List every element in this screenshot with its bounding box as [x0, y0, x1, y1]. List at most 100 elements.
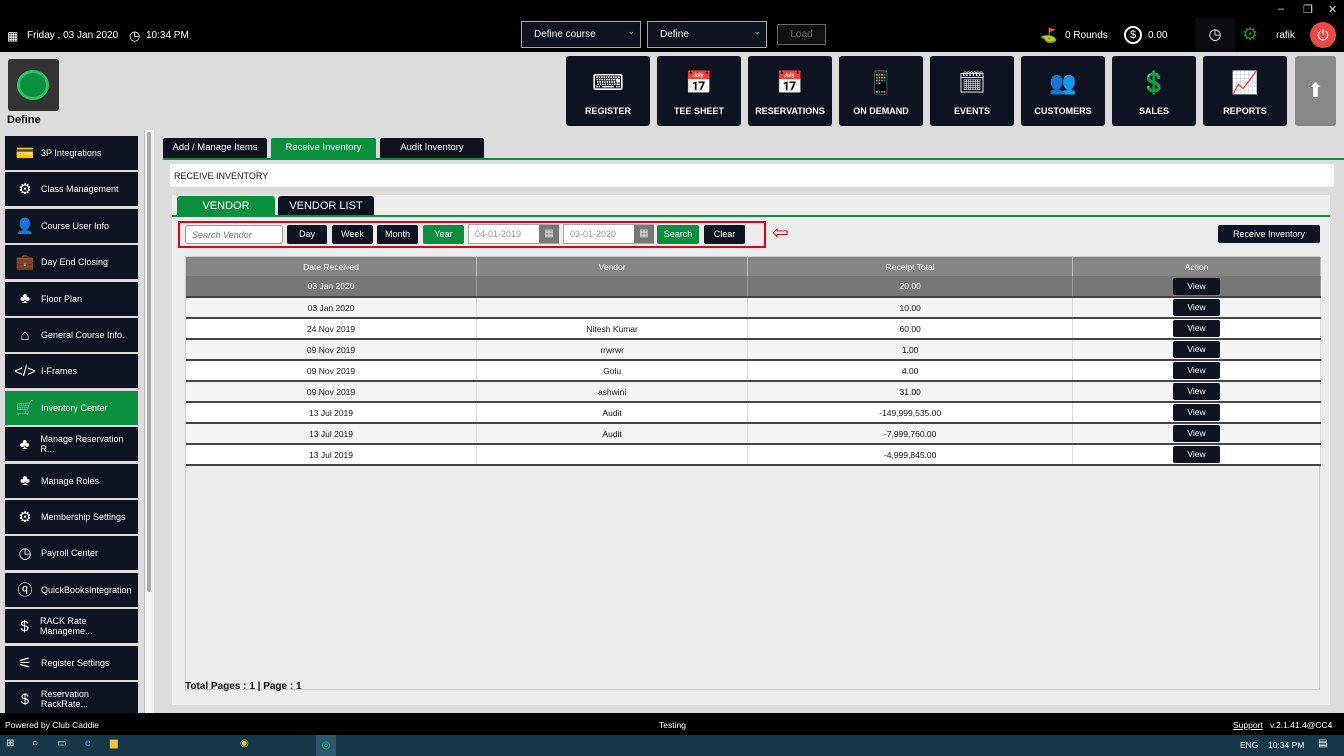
tab-vendor-list[interactable]: VENDOR LIST: [278, 196, 374, 216]
sidebar-item[interactable]: ♣ Floor Plan: [5, 281, 138, 316]
table-cell: 31.00: [747, 381, 1074, 403]
sidebar-item[interactable]: $ RACK Rate Manageme...: [5, 609, 138, 644]
calendar-edit-icon: 🗓: [958, 70, 986, 95]
month-button[interactable]: Month: [377, 225, 418, 244]
sidebar-item[interactable]: ♣ Manage Reservation R...: [5, 427, 138, 462]
nav-sales[interactable]: 💲 SALES: [1112, 56, 1196, 126]
environment: Testing: [659, 720, 686, 730]
nav-on-demand[interactable]: 📱 ON DEMAND: [839, 56, 923, 126]
section-title: RECEIVE INVENTORY: [170, 164, 1334, 187]
tab-2[interactable]: Audit Inventory: [380, 138, 484, 158]
tab-0[interactable]: Add / Manage Items: [163, 138, 267, 158]
calendar-list-icon: 📅: [685, 70, 713, 95]
view-button[interactable]: View: [1173, 362, 1221, 379]
week-button[interactable]: Week: [332, 225, 373, 244]
sidebar-item[interactable]: ⚟ Register Settings: [5, 645, 138, 680]
sidebar-item-icon: ♣: [20, 290, 30, 308]
calendar-icon[interactable]: ▦: [634, 225, 654, 243]
chrome-icon[interactable]: ◉: [240, 738, 249, 749]
calendar-icon[interactable]: ▦: [539, 225, 559, 243]
restore-button[interactable]: ❐: [1303, 4, 1313, 16]
nav-register[interactable]: ⌨ REGISTER: [566, 56, 650, 126]
table-cell: Golu: [476, 360, 749, 382]
money-icon: 💲: [1140, 70, 1168, 95]
view-button[interactable]: View: [1173, 446, 1221, 463]
tab-1[interactable]: Receive Inventory: [271, 138, 376, 158]
view-button[interactable]: View: [1173, 320, 1221, 337]
table-cell: -149,999,535.00: [747, 402, 1074, 424]
minimize-button[interactable]: –: [1278, 3, 1285, 15]
view-button[interactable]: View: [1173, 277, 1221, 295]
club-caddie-app-icon[interactable]: ◎: [316, 735, 336, 756]
nav-events[interactable]: 🗓 EVENTS: [930, 56, 1014, 126]
view-button[interactable]: View: [1173, 341, 1221, 358]
sidebar-item[interactable]: 💳 3P Integrations: [5, 136, 138, 170]
history-icon[interactable]: ◷: [1195, 18, 1235, 52]
sidebar-item-icon: ⚙: [18, 181, 32, 199]
receive-inventory-button[interactable]: Receive Inventory: [1218, 225, 1320, 243]
column-header: Date Received: [186, 257, 478, 276]
table-cell: Nitesh Kumar: [476, 318, 749, 340]
nav-reservations[interactable]: 📅 RESERVATIONS: [748, 56, 832, 126]
sidebar-item[interactable]: 💼 Day End Closing: [5, 245, 138, 280]
clock-icon: ◷: [129, 28, 141, 43]
scroll-up-button[interactable]: ⬆: [1295, 56, 1336, 126]
sidebar-item[interactable]: 🛒 Inventory Center: [5, 390, 138, 425]
view-button[interactable]: View: [1173, 383, 1221, 400]
sidebar-item[interactable]: ⓠ QuickBooksIntegration: [5, 572, 138, 607]
sidebar-item[interactable]: 👤 Course User Info: [5, 208, 138, 243]
from-date-input[interactable]: 04-01-2019: [468, 224, 559, 244]
view-button[interactable]: View: [1173, 299, 1221, 316]
year-button[interactable]: Year: [423, 225, 464, 244]
sidebar-item[interactable]: ♣ Manage Roles: [5, 463, 138, 498]
folder-icon[interactable]: ▆: [110, 738, 118, 749]
sidebar-item-icon: ⚟: [18, 654, 32, 672]
sidebar-item-icon: ⚙: [18, 509, 32, 526]
sidebar-item[interactable]: ◷ Payroll Center: [5, 536, 138, 571]
power-icon[interactable]: ⏻: [1310, 22, 1336, 48]
view-button[interactable]: View: [1173, 425, 1221, 442]
windows-start-icon[interactable]: ⊞: [6, 738, 15, 749]
column-header: Action: [1072, 257, 1321, 276]
table-cell: 1.00: [747, 339, 1074, 361]
view-button[interactable]: View: [1173, 404, 1221, 421]
settings-gear-icon[interactable]: ⚙: [1242, 24, 1259, 44]
search-icon[interactable]: ○: [32, 738, 39, 749]
nav-tee-sheet[interactable]: 📅 TEE SHEET: [657, 56, 741, 126]
day-button[interactable]: Day: [287, 225, 327, 244]
support-link[interactable]: Support: [1233, 720, 1263, 730]
logo-label: Define: [7, 114, 41, 126]
table-cell: 09 Nov 2019: [186, 360, 478, 382]
sidebar-scrollbar[interactable]: [144, 130, 154, 713]
notifications-icon[interactable]: ▤: [1318, 738, 1328, 749]
table-cell: 60.00: [747, 318, 1074, 340]
column-header: Receipt Total: [747, 257, 1074, 276]
nav-reports[interactable]: 📈 REPORTS: [1203, 56, 1287, 126]
table-row: 09 Nov 2019 rrwrwr 1.00 View: [186, 339, 1321, 361]
table-cell: 24 Nov 2019: [186, 318, 478, 340]
sidebar-item[interactable]: </> I-Frames: [5, 354, 138, 389]
clear-button[interactable]: Clear: [704, 225, 745, 244]
task-view-icon[interactable]: ▭: [57, 738, 67, 749]
table-row: 13 Jul 2019 Audit -7,999,760.00 View: [186, 423, 1321, 445]
sidebar-item-icon: ♣: [20, 472, 30, 490]
close-button[interactable]: ✕: [1328, 4, 1338, 16]
edge-icon[interactable]: e: [85, 738, 91, 749]
calendar-list-icon: 📅: [776, 70, 804, 95]
sidebar-item[interactable]: $ Reservation RackRate...: [5, 682, 138, 716]
load-button[interactable]: Load: [777, 24, 826, 45]
search-vendor-input[interactable]: [185, 225, 283, 244]
sidebar-item[interactable]: ⚙ Class Management: [5, 172, 138, 207]
sidebar-item[interactable]: ⌂ General Course Info.: [5, 318, 138, 352]
tab-vendor-receipts[interactable]: VENDOR RECEIPTS: [177, 196, 275, 232]
table-row: 13 Jul 2019 Audit -149,999,535.00 View: [186, 402, 1321, 424]
course-select[interactable]: Define course: [521, 21, 641, 48]
nav-customers[interactable]: 👥 CUSTOMERS: [1021, 56, 1105, 126]
table-cell: 4.00: [747, 360, 1074, 382]
search-button[interactable]: Search: [657, 225, 699, 244]
define-select[interactable]: Define: [647, 21, 767, 48]
table-cell: [476, 276, 749, 298]
users-icon: 👥: [1049, 70, 1077, 95]
sidebar-item-icon: ♣: [19, 435, 30, 453]
sidebar-item[interactable]: ⚙ Membership Settings: [5, 500, 138, 534]
